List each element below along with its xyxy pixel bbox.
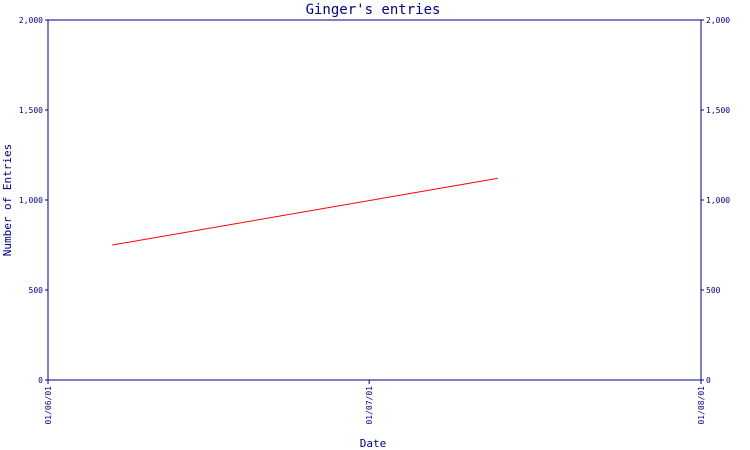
- x-tick-label: 01/06/01: [44, 386, 53, 425]
- y-axis-left: 0 500 1,000 1,500 2,000: [19, 16, 48, 385]
- y-tick-label-right: 1,500: [706, 106, 730, 115]
- y-tick-label-left: 1,000: [19, 196, 43, 205]
- x-tick-label: 01/07/01: [365, 386, 374, 425]
- y-tick-label-left: 2,000: [19, 16, 43, 25]
- y-tick-label-right: 0: [706, 376, 711, 385]
- y-tick-label-right: 500: [706, 286, 721, 295]
- y-tick-label-right: 2,000: [706, 16, 730, 25]
- y-tick-label-left: 1,500: [19, 106, 43, 115]
- y-tick-label-right: 1,000: [706, 196, 730, 205]
- y-axis-title: Number of Entries: [1, 144, 14, 257]
- x-axis: 01/06/01 01/07/01 01/08/01: [44, 380, 706, 425]
- y-tick-label-left: 0: [38, 376, 43, 385]
- series-layer: [112, 177, 498, 246]
- x-tick-label: 01/08/01: [697, 386, 706, 425]
- y-axis-right: 0 500 1,000 1,500 2,000: [701, 16, 730, 385]
- chart-title: Ginger's entries: [306, 2, 441, 18]
- x-axis-title: Date: [360, 437, 387, 450]
- series-line: [112, 177, 498, 246]
- y-tick-label-left: 500: [29, 286, 44, 295]
